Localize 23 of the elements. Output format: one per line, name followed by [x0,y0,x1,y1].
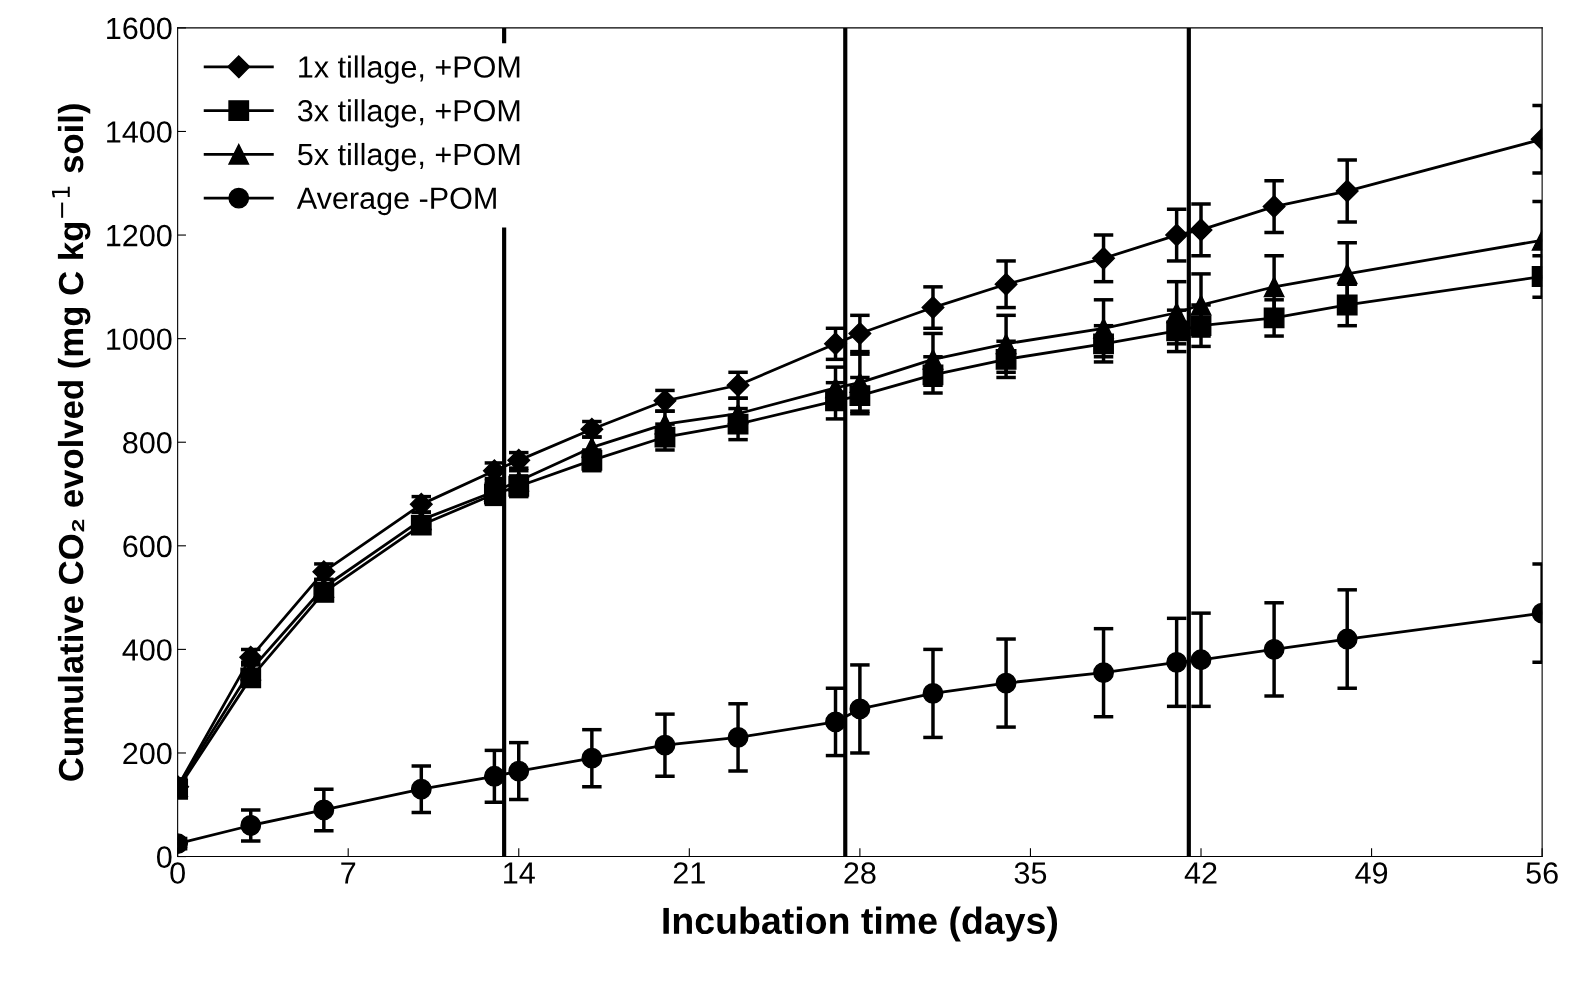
y-axis-title: Cumulative CO₂ evolved (mg C kg$^{−1}$ soil) [52,104,91,781]
y-tick-label: 0 [156,846,172,868]
x-tick-label: 42 [1184,862,1217,884]
y-tick-label: 1400 [107,121,172,143]
x-tick-label: 14 [504,862,535,884]
x-tick-label: 28 [844,862,876,884]
y-tick-label: 1000 [107,328,172,351]
x-axis-title: Incubation time (days) [663,906,1058,942]
x-tick-label: 56 [1526,862,1558,884]
y-tick-label: 600 [123,535,172,558]
x-tick-label: 21 [673,862,705,884]
y-tick-label: 1200 [107,224,172,247]
y-tick-label: 400 [122,639,172,661]
y-tick-label: 1600 [107,17,172,40]
legend-label: 5x tillage, +POM [298,142,520,172]
x-tick-label: 49 [1355,862,1388,884]
x-tick-label: 7 [341,862,356,884]
x-tick-label: 35 [1014,862,1047,884]
y-tick-label: 800 [123,431,172,454]
y-tick-label: 200 [123,742,172,765]
legend-label: 1x tillage, +POM [299,55,520,84]
legend-label: 3x tillage, +POM [297,99,520,128]
legend-label: Average -POM [296,187,496,216]
